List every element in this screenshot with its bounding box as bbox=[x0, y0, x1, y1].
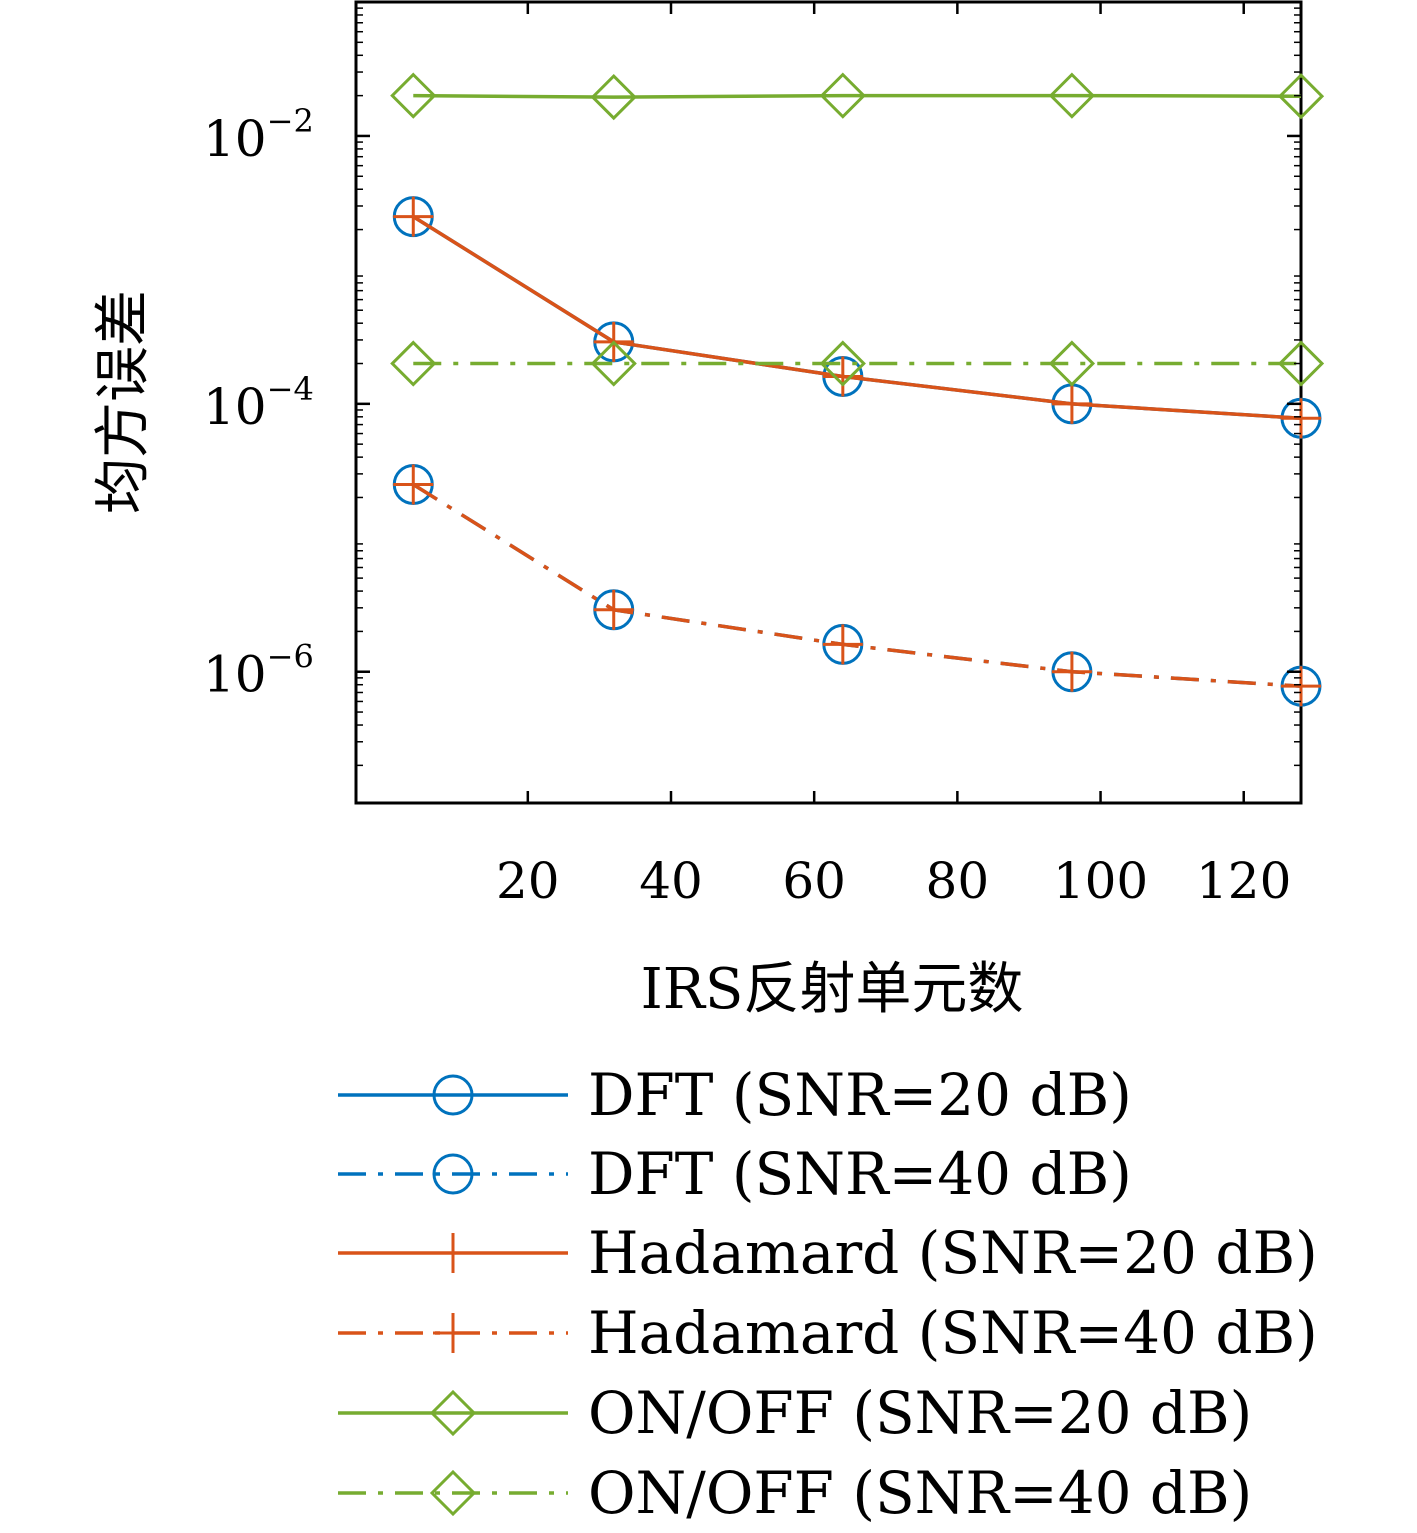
series-1 bbox=[392, 196, 1322, 439]
series-2 bbox=[392, 463, 1322, 707]
x-tick-label: 20 bbox=[496, 852, 560, 910]
data-point-marker bbox=[390, 72, 437, 119]
series-3 bbox=[393, 196, 1321, 439]
data-point-marker bbox=[1048, 72, 1096, 119]
y-tick-label: 10−4 bbox=[203, 370, 314, 436]
y-tick-label: 10−2 bbox=[203, 102, 314, 168]
data-point-marker bbox=[590, 73, 637, 121]
legend: DFT (SNR=20 dB) DFT (SNR=40 dB) Hadamard (… bbox=[338, 1061, 1318, 1527]
legend-label: ON/OFF (SNR=40 dB) bbox=[588, 1459, 1252, 1527]
x-tick-label: 60 bbox=[782, 852, 846, 910]
x-tick-label: 80 bbox=[926, 852, 990, 910]
legend-marker bbox=[429, 1469, 477, 1517]
legend-entry-2: DFT (SNR=40 dB) bbox=[338, 1140, 1132, 1208]
legend-marker bbox=[433, 1233, 473, 1273]
legend-entry-3: Hadamard (SNR=20 dB) bbox=[338, 1219, 1318, 1287]
x-tick-label: 40 bbox=[639, 852, 703, 910]
data-point-marker bbox=[819, 72, 866, 119]
series-5 bbox=[390, 72, 1325, 121]
data-point-marker bbox=[590, 340, 637, 387]
data-point-marker bbox=[1051, 383, 1092, 424]
legend-marker bbox=[432, 1074, 474, 1116]
y-tick-label: 10−6 bbox=[203, 638, 314, 704]
x-tick-label: 120 bbox=[1196, 852, 1291, 910]
data-point-marker bbox=[819, 340, 866, 387]
legend-label: ON/OFF (SNR=20 dB) bbox=[588, 1379, 1252, 1447]
data-point-marker bbox=[822, 356, 863, 397]
series-line bbox=[413, 93, 1302, 99]
ticks-group: 20 40 60 80 100 120 10−2 10−4 10−6 bbox=[203, 2, 1301, 910]
data-point-marker bbox=[1277, 73, 1325, 120]
x-axis-title: IRS反射单元数 bbox=[641, 957, 1024, 1022]
legend-label: Hadamard (SNR=20 dB) bbox=[588, 1219, 1318, 1287]
data-point-marker bbox=[390, 340, 437, 387]
data-point-marker bbox=[1051, 651, 1092, 692]
legend-entry-1: DFT (SNR=20 dB) bbox=[338, 1061, 1132, 1129]
legend-label: DFT (SNR=20 dB) bbox=[588, 1061, 1132, 1129]
axes-frame-group bbox=[354, 0, 1303, 805]
series-6 bbox=[390, 340, 1325, 387]
legend-marker bbox=[433, 1313, 473, 1353]
data-point-marker bbox=[1048, 340, 1096, 387]
legend-entry-4: Hadamard (SNR=40 dB) bbox=[338, 1299, 1318, 1367]
data-point-marker bbox=[822, 624, 863, 665]
data-point-marker bbox=[593, 589, 634, 630]
plot-area-frame bbox=[354, 0, 1303, 805]
series-4 bbox=[393, 464, 1321, 707]
legend-entry-6: ON/OFF (SNR=40 dB) bbox=[338, 1459, 1252, 1527]
data-point-marker bbox=[1277, 340, 1325, 387]
data-point-marker bbox=[393, 196, 434, 237]
legend-label: DFT (SNR=40 dB) bbox=[588, 1140, 1132, 1208]
legend-marker bbox=[432, 1153, 474, 1195]
x-tick-label: 100 bbox=[1053, 852, 1148, 910]
legend-marker bbox=[429, 1389, 477, 1437]
series-group bbox=[390, 72, 1325, 707]
legend-entry-5: ON/OFF (SNR=20 dB) bbox=[338, 1379, 1252, 1447]
legend-label: Hadamard (SNR=40 dB) bbox=[588, 1299, 1318, 1367]
y-axis-title: 均方误差 bbox=[91, 290, 156, 514]
data-point-marker bbox=[393, 464, 434, 505]
